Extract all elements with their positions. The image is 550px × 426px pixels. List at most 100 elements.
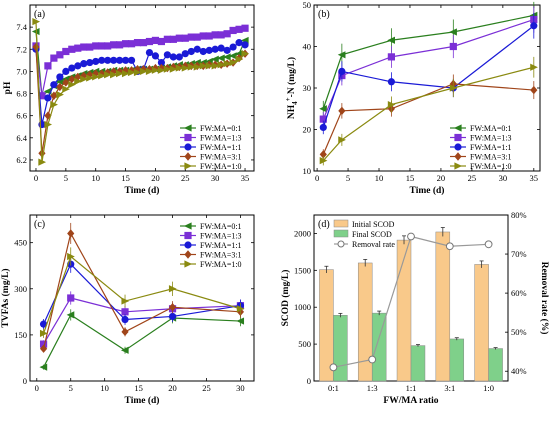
data-point	[337, 51, 346, 59]
y-axis-label: TVFAs (mg/L)	[0, 268, 11, 327]
data-point	[169, 35, 177, 43]
data-point	[163, 35, 171, 43]
data-point	[199, 47, 207, 56]
data-point	[38, 92, 46, 100]
data-point	[74, 72, 82, 82]
data-point	[163, 65, 172, 73]
data-point	[92, 73, 100, 81]
x-axis-label: FW/MA ratio	[383, 396, 438, 406]
removal-rate-point	[484, 240, 493, 249]
plot-frame	[29, 4, 255, 172]
panel-label: (c)	[34, 219, 45, 230]
data-point	[86, 58, 94, 67]
y-tick-label: 0	[307, 376, 311, 386]
data-point	[151, 52, 160, 60]
legend-label: FW:MA=3:1	[470, 153, 512, 162]
data-point	[74, 62, 82, 70]
y-tick-label: 6.6	[16, 111, 27, 121]
data-point	[157, 37, 166, 46]
y-tick-label: 2000	[294, 228, 311, 238]
x-tick-label: 35	[530, 173, 539, 183]
data-point	[163, 51, 171, 59]
data-point	[39, 344, 48, 353]
legend-marker	[183, 124, 192, 132]
data-point	[217, 44, 225, 52]
data-point	[223, 30, 231, 38]
data-point	[68, 45, 76, 53]
plot-frame	[29, 214, 255, 382]
data-point	[449, 84, 458, 92]
data-point	[121, 70, 130, 78]
y-tick-label: 150	[14, 330, 27, 340]
x-tick-label: 3:1	[444, 383, 455, 393]
data-point	[92, 57, 100, 66]
y-tick-label: 10	[303, 166, 312, 176]
data-point	[175, 34, 183, 42]
data-point	[56, 82, 64, 92]
data-point	[223, 53, 231, 61]
data-point	[44, 94, 52, 102]
data-point	[319, 105, 327, 113]
data-point	[193, 45, 201, 53]
legend-marker	[454, 143, 462, 151]
data-point	[319, 115, 327, 123]
data-point	[211, 55, 219, 63]
y2-axis-label: Removal rate (%)	[539, 262, 550, 335]
data-point	[217, 31, 225, 39]
legend-marker	[184, 231, 192, 240]
legend-label: Initial SCOD	[352, 220, 395, 229]
x-tick-label: 1:0	[483, 383, 494, 393]
legend-label: FW:MA=1:1	[470, 143, 512, 152]
data-point	[530, 22, 538, 30]
legend-label: FW:MA=0:1	[470, 124, 512, 133]
data-point	[157, 58, 166, 67]
data-point	[319, 123, 327, 132]
data-point	[116, 41, 124, 49]
data-point	[133, 39, 142, 47]
y-tick-label: 0	[23, 376, 27, 386]
y-axis-label: pH	[3, 81, 13, 94]
data-point	[187, 33, 195, 41]
x-tick-label: 20	[151, 173, 160, 183]
legend-label: FW:MA=1:3	[470, 134, 512, 143]
legend-marker	[453, 124, 462, 132]
data-point	[127, 40, 136, 48]
data-point	[449, 28, 457, 36]
data-point	[181, 64, 190, 72]
data-point	[241, 50, 250, 58]
legend-label: FW:MA=1:0	[470, 162, 512, 171]
data-point	[98, 72, 106, 80]
x-tick-label: 30	[236, 383, 245, 393]
bar-initial	[435, 231, 451, 382]
x-tick-label: 1:1	[406, 383, 417, 393]
series-line-2	[322, 18, 534, 120]
legend-label: Removal rate	[352, 240, 395, 249]
data-point	[56, 51, 64, 59]
y-label-tail: -N (mg/L)	[286, 57, 297, 97]
data-point	[68, 64, 76, 72]
x-tick-label: 1:3	[367, 383, 378, 393]
data-point	[66, 311, 75, 319]
legend: FW:MA=0:1FW:MA=1:3FW:MA=1:1FW:MA=3:1FW:M…	[180, 124, 242, 171]
data-point	[169, 65, 178, 73]
data-point	[236, 317, 245, 325]
data-point	[62, 47, 70, 56]
legend: FW:MA=0:1FW:MA=1:3FW:MA=1:1FW:MA=3:1FW:M…	[450, 124, 512, 171]
data-point	[145, 67, 154, 75]
legend-marker	[184, 260, 193, 268]
data-point	[168, 285, 177, 293]
x-tick-label: 0	[34, 173, 38, 183]
x-tick-label: 15	[134, 383, 143, 393]
data-point	[74, 77, 82, 85]
legend-marker	[454, 162, 463, 170]
y-tick-label: 50	[303, 0, 312, 10]
removal-rate-point	[368, 355, 377, 364]
data-point	[235, 25, 243, 33]
legend-marker	[184, 143, 192, 151]
y2-tick-label: 70%	[511, 249, 527, 259]
y-tick-label: 1000	[294, 302, 311, 312]
data-point	[181, 34, 189, 42]
data-point	[104, 56, 112, 64]
legend-label: FW:MA=3:1	[200, 251, 242, 260]
data-point	[116, 70, 124, 78]
